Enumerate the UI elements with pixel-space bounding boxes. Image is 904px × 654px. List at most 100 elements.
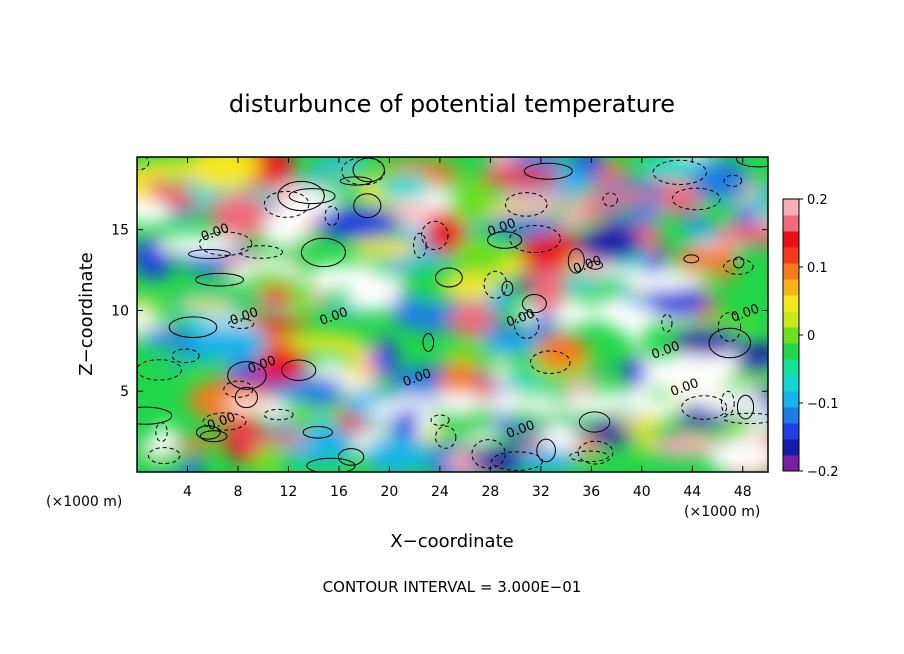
field-blob [432,392,468,404]
contour-line [195,272,244,287]
field-blob [646,399,670,408]
field-blob [533,407,555,415]
contour-line [155,422,168,443]
field-blob [706,440,768,472]
contour-line [300,237,346,268]
field-blob [137,199,172,225]
field-blob [507,157,563,169]
contour-line [487,231,523,249]
contour-line [708,327,752,359]
colorbar-tick-label: −0.2 [807,465,839,480]
field-blob [588,190,655,204]
contour-lines [137,157,768,472]
contour-line [281,359,317,381]
contour-line [337,448,365,466]
x-tick-label: 44 [683,484,701,500]
field-blob [496,194,575,208]
field-blob [651,436,718,458]
field-blob [730,342,768,373]
contour-line [188,249,231,259]
contour-line [736,394,755,420]
field-blob [713,240,736,283]
contour-line [736,157,768,168]
contour-line [471,439,506,469]
field-blob [477,398,509,408]
colorbar-swatch [783,343,799,360]
contour-line [421,220,449,250]
contour-line [137,359,182,381]
contour-line [168,316,218,339]
field-blob [344,293,399,310]
x-axis-unit-right: (×1000 m) [684,504,760,520]
contour-line [306,457,356,472]
y-tick-label: 15 [111,223,129,239]
y-tick-label: 10 [111,303,129,319]
field-blob [374,338,398,378]
field-blob [528,395,560,407]
contour-line [198,231,253,256]
plot-area: 0.000.00 0.000.000.000.000.000.000.000.00… [137,157,768,472]
field-blob [737,402,768,415]
field-blob [529,265,567,314]
field-blob [679,394,724,406]
contour-line [413,232,427,259]
field-blob [512,274,535,291]
colorbar [782,198,800,472]
field-blob [446,272,497,301]
contour-line [422,333,435,352]
colorbar-swatch [783,359,799,376]
y-tick-label: 5 [120,384,129,400]
contour-line [577,440,614,465]
field-blob [449,303,497,339]
colorbar-ticks: 0.2 0.1 0 −0.1 −0.2 [799,193,839,480]
field-blobs [137,157,768,472]
field-blob [137,344,185,367]
colorbar-swatch [783,423,799,440]
x-tick-label: 4 [183,484,192,500]
contour-line [227,361,267,390]
contour-line [435,267,463,288]
contour-line [339,176,373,186]
field-blob [155,234,242,255]
field-blob [210,193,268,239]
x-tick-label: 28 [481,484,499,500]
contour-line [733,256,745,269]
colorbar-tick-label: 0.1 [807,261,828,276]
colorbar-swatch [783,439,799,456]
y-axis-ticks: 5 10 15 [111,223,768,400]
contour-line [681,395,728,420]
field-blob [674,245,727,272]
field-blob [137,308,152,334]
field-blob [294,376,345,408]
contour-line [683,254,700,264]
x-tick-label: 20 [380,484,398,500]
field-blob [227,400,271,409]
field-blob [176,297,237,311]
field-blob [622,357,648,387]
field-blob [183,324,269,363]
field-blob [236,432,310,447]
colorbar-swatch [783,263,799,280]
field-blob [624,304,646,347]
field-blob [146,434,172,457]
contour-line [602,192,619,207]
field-blob [270,418,292,432]
contour-line [536,438,556,463]
contour-line [661,313,673,333]
contour-interval-note: CONTOUR INTERVAL = 3.000E−01 [323,578,582,596]
colorbar-swatch [783,407,799,424]
field-blob [673,328,741,356]
field-blob [285,188,336,218]
field-blob [439,361,481,401]
contour-line [353,193,382,219]
x-tick-label: 40 [633,484,651,500]
contour-line [514,312,540,339]
field-blob [387,203,439,222]
field-blob [698,198,737,229]
field-blob [316,206,401,240]
colorbar-swatch [783,247,799,264]
field-blob [713,401,740,414]
field-blob [534,309,557,342]
contour-line [501,280,514,297]
field-blob [393,364,434,403]
